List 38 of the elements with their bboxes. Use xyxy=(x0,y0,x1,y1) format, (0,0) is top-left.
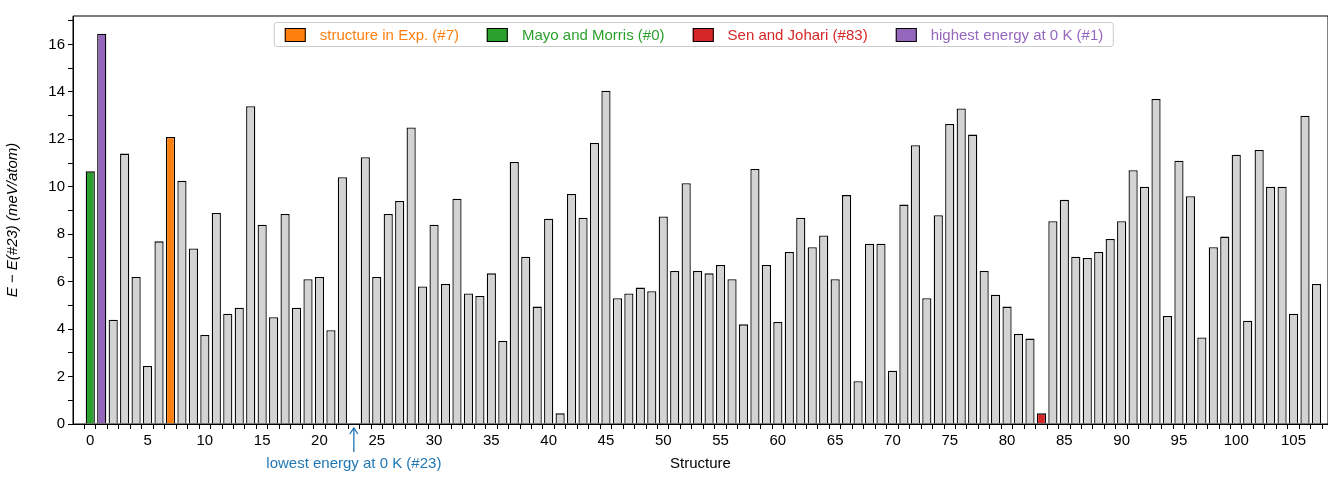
x-tick-label: 25 xyxy=(368,431,386,449)
y-tick-label: 8 xyxy=(56,224,65,242)
x-tick-label: 70 xyxy=(884,431,901,449)
x-tick-label: 80 xyxy=(998,431,1016,449)
x-tick-label: 65 xyxy=(826,431,844,449)
x-tick-label: 30 xyxy=(425,431,443,449)
x-tick-label: 95 xyxy=(1170,431,1188,449)
legend-label: Sen and Johari (#83) xyxy=(727,26,868,43)
legend-label: structure in Exp. (#7) xyxy=(319,26,459,43)
x-tick-label: 10 xyxy=(196,431,214,449)
x-tick-label: 100 xyxy=(1223,431,1249,449)
y-tick-label: 12 xyxy=(48,129,65,147)
x-tick-label: 5 xyxy=(143,431,152,449)
y-tick-label: 16 xyxy=(48,34,65,52)
x-tick-label: 55 xyxy=(712,431,729,449)
x-tick-label: 35 xyxy=(483,431,500,449)
y-tick-label: 0 xyxy=(56,414,65,432)
y-tick-label: 2 xyxy=(56,366,65,384)
x-tick-label: 45 xyxy=(597,431,615,449)
x-tick-label: 60 xyxy=(769,431,787,449)
x-tick-label: 75 xyxy=(941,431,959,449)
x-tick-label: 20 xyxy=(311,431,328,449)
x-tick-label: 0 xyxy=(86,431,95,449)
y-tick-label: 10 xyxy=(48,176,65,194)
x-tick-label: 85 xyxy=(1056,431,1073,449)
x-tick-label: 105 xyxy=(1281,431,1307,449)
y-tick-label: 6 xyxy=(56,271,65,289)
y-tick-label: 14 xyxy=(48,82,65,100)
y-axis-title: E − E(#23) (meV/atom) xyxy=(3,142,21,298)
y-tick-label: 4 xyxy=(56,319,65,337)
legend-label: Mayo and Morris (#0) xyxy=(521,26,665,43)
x-tick-label: 15 xyxy=(253,431,271,449)
legend-label: highest energy at 0 K (#1) xyxy=(930,26,1104,43)
x-tick-label: 40 xyxy=(540,431,557,449)
x-tick-label: 90 xyxy=(1113,431,1130,449)
annotation: lowest energy at 0 K (#23) xyxy=(266,453,442,471)
x-tick-label: 50 xyxy=(654,431,672,449)
x-axis-title: Structure xyxy=(670,454,731,472)
